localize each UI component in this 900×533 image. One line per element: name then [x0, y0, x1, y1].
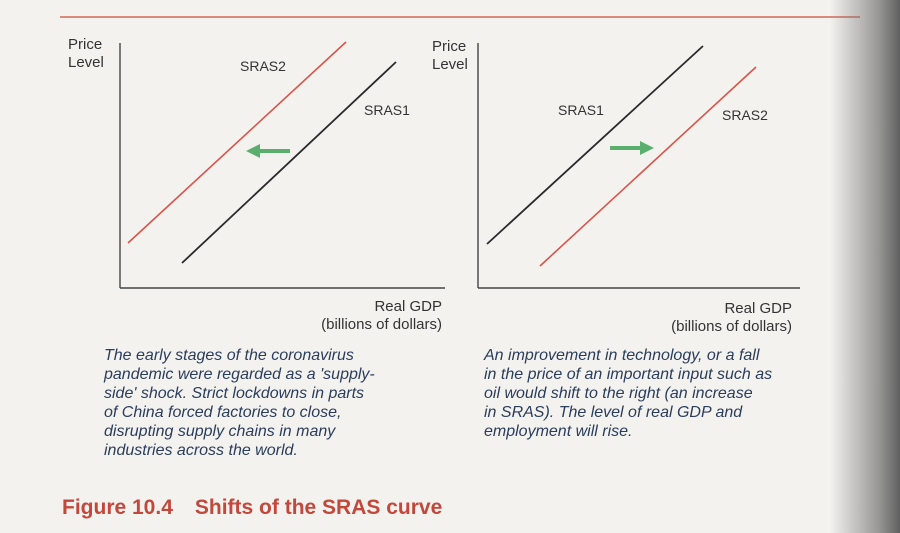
right-caption-line: oil would shift to the right (an increas…	[484, 385, 753, 402]
left-x-axis-label: Real GDP (billions of dollars)	[270, 298, 442, 334]
right-sras1-label: SRAS1	[558, 102, 604, 118]
right-sras2-curve	[539, 66, 757, 267]
right-y-axis-label-line2: Level	[432, 56, 468, 73]
right-caption: An improvement in technology, or a fall …	[484, 346, 772, 441]
right-caption-line: in SRAS). The level of real GDP and	[484, 404, 743, 421]
right-shift-arrow-head	[640, 141, 654, 155]
left-x-axis-label-line1: Real GDP	[374, 298, 442, 315]
left-shift-arrow-head	[246, 144, 260, 158]
right-caption-line: An improvement in technology, or a fall	[484, 347, 760, 364]
left-sras1-curve	[181, 61, 397, 264]
right-caption-line: in the price of an important input such …	[484, 366, 773, 383]
left-sras1-label: SRAS1	[364, 102, 410, 118]
left-x-axis-label-line2: (billions of dollars)	[321, 316, 442, 333]
right-y-axis-label-line1: Price	[432, 38, 467, 55]
left-caption-line: disrupting supply chains in many	[104, 423, 336, 440]
left-caption: The early stages of the coronavirus pand…	[104, 346, 375, 460]
right-caption-line: employment will rise.	[484, 423, 633, 440]
figure-number: Figure 10.4	[62, 496, 173, 519]
right-x-axis-label: Real GDP (billions of dollars)	[620, 300, 792, 336]
left-y-axis-label-line1: Price	[68, 36, 103, 53]
left-y-axis-label: Price Level	[68, 36, 104, 72]
left-sras2-label: SRAS2	[240, 58, 286, 74]
left-y-axis-label-line2: Level	[68, 54, 104, 71]
right-x-axis-label-line2: (billions of dollars)	[671, 318, 792, 335]
right-y-axis-label: Price Level	[432, 38, 468, 74]
left-caption-line: pandemic were regarded as a 'supply-	[104, 366, 375, 383]
top-rule	[60, 16, 860, 18]
figure-caption: Figure 10.4 Shifts of the SRAS curve	[62, 496, 442, 520]
left-sras2-curve	[127, 41, 347, 244]
left-caption-line: industries across the world.	[104, 442, 298, 459]
left-caption-line: side' shock. Strict lockdowns in parts	[104, 385, 365, 402]
right-sras2-label: SRAS2	[722, 107, 768, 123]
figure-title: Shifts of the SRAS curve	[194, 496, 443, 519]
right-x-axis-label-line1: Real GDP	[724, 300, 792, 317]
left-caption-line: of China forced factories to close,	[104, 404, 342, 421]
page-edge-shadow	[830, 0, 900, 533]
left-caption-line: The early stages of the coronavirus	[104, 347, 354, 364]
right-sras1-curve	[486, 45, 704, 245]
